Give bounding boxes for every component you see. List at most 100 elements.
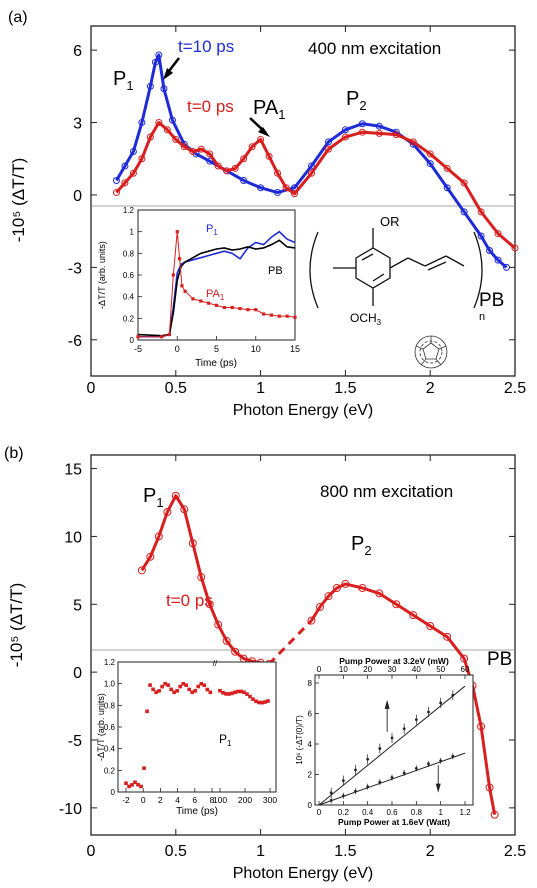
panel-b-left-inset-ytick-label: 0.4 [104, 745, 116, 754]
panel-b-left-inset-data-point [233, 690, 237, 695]
panel-b-left-inset-ytick-label: 1.2 [104, 658, 116, 667]
panel-b-xtick-label: 1.5 [334, 843, 356, 860]
panel-b-xtick-label: 0.5 [165, 843, 187, 860]
panel-b-right-inset-bottom-xtick-label: 0.4 [362, 808, 374, 817]
panel-b-data-point [443, 632, 452, 641]
panel-b-left-inset-ytick-label: 0 [111, 788, 116, 797]
panel-a-label: (a) [8, 9, 28, 26]
panel-a-pa1-arrowhead [258, 127, 270, 137]
panel-a-inset-ytick-label: 1.2 [123, 206, 135, 215]
panel-a-ytick-label: -6 [68, 333, 82, 350]
panel-b-right-inset-data-point [402, 727, 406, 731]
panel-a-ytick-label: 3 [73, 116, 82, 133]
panel-b-left-inset-ylabel: -ΔT/T (arb. units) [96, 693, 106, 761]
panel-b-left-inset-data-point [208, 690, 213, 695]
panel-b-data-point [324, 592, 333, 601]
panel-b-data-point [375, 589, 384, 598]
panel-a-data-point [257, 135, 265, 143]
panel-a-data-point [146, 133, 154, 141]
panel-b-right-inset-data-point [451, 693, 455, 697]
panel-b-left-inset-data-point [163, 681, 167, 686]
panel-b-data-point [341, 579, 350, 588]
panel-a-pb-label: PB [479, 290, 504, 311]
panel-a-inset-data-point [230, 305, 234, 310]
panel-b-right-inset-up-arrowhead [384, 699, 390, 709]
panel-b-left-inset-data-point [127, 784, 131, 789]
panel-b-left-inset-data-point [175, 689, 179, 693]
panel-a-data-point [460, 208, 468, 216]
panel-b-right-inset-ytick-label: 8 [308, 679, 313, 688]
panel-b-left-inset-xtick-label: 6 [192, 795, 197, 805]
panel-a-data-point [426, 150, 434, 158]
panel-a-inset-data-point [136, 335, 140, 339]
panel-b-right-inset-top-xtick-label: 20 [363, 665, 372, 674]
panel-a-inset-data-point [183, 289, 187, 293]
panel-b-left-inset-xtick-label: 8 [210, 795, 215, 805]
panel-a-data-point [341, 133, 349, 141]
panel-b-left-inset-data-point [145, 709, 149, 714]
panel-b-left-inset-data-point [266, 699, 270, 703]
panel-a-inset-data-point [238, 306, 242, 311]
panel-b-data-point [197, 573, 206, 582]
panel-a-inset-ytick-label: 0.4 [123, 293, 135, 302]
panel-b-right-inset-ytick-label: 0 [308, 801, 313, 810]
panel-b-ytick-label: -10 [59, 801, 82, 818]
panel-b-left-inset-data-point [260, 700, 264, 705]
panel-a-data-point [375, 122, 383, 130]
panel-b-data-point [409, 611, 418, 620]
panel-b-data-point [180, 505, 189, 514]
panel-a-inset-data-point [277, 314, 281, 318]
panel-b-xtick-label: 2.5 [504, 843, 526, 860]
panel-b-series-dashed-gap [268, 619, 313, 666]
panel-a-data-point [138, 119, 146, 127]
panel-a-inset-series-line [138, 231, 296, 338]
panel-b-right-inset-data-point [366, 785, 370, 789]
panel-b-left-inset-data-point [239, 689, 243, 694]
panel-b-right-inset-data-point [341, 794, 345, 798]
panel-b-data-point [163, 508, 172, 516]
panel-b-left-inset-data-point [154, 690, 158, 695]
panel-b-right-inset-data-point [341, 779, 345, 782]
panel-a-inset-p1-label: P1 [206, 223, 218, 237]
panel-a-t10-label: t=10 ps [178, 37, 234, 56]
panel-b-left-inset-ytick-label: 0.8 [104, 701, 116, 710]
panel-a-data-point [307, 169, 315, 177]
panel-b-left-inset-axis-break: // [213, 659, 218, 668]
panel-a-inset-data-point [269, 313, 274, 317]
panel-b-left-inset-data-point [172, 690, 176, 695]
panel-b-p1-label: P1 [143, 485, 164, 510]
panel-a-data-point [163, 126, 171, 134]
panel-b-right-inset-top-xtick-label: 0 [317, 665, 322, 674]
panel-a-data-point [282, 184, 290, 192]
panel-a-inset-ytick-label: 0 [130, 336, 135, 345]
panel-b-left-inset-xlabel: Time (ps) [176, 806, 218, 817]
panel-b-right-inset-bottom-xtick-label: 0 [317, 808, 322, 817]
panel-a-data-point [358, 120, 366, 128]
panel-a-series [112, 51, 519, 271]
panel-a-data-point [155, 51, 163, 59]
panel-b-left-inset-data-point [157, 689, 161, 693]
panel-a-data-point [172, 135, 180, 143]
panel-b-ylabel: -10⁵ (ΔT/T) [7, 583, 26, 668]
panel-b-data-point [392, 600, 401, 609]
panel-a-annotation: 400 nm excitation [308, 39, 441, 58]
panel-a-inset-ylabel: -ΔT/T (arb. units) [97, 241, 107, 309]
panel-a-inset-data-point [199, 299, 203, 303]
panel-b-data-point [146, 552, 155, 561]
panel-b-pb-label: PB [487, 649, 512, 670]
panel-b-right-inset-data-point [427, 710, 430, 714]
panel-b-left-inset-xtick-label: 200 [238, 795, 252, 805]
panel-b-data-point [307, 616, 316, 625]
panel-b-data-point [358, 584, 367, 592]
panel-b-left-inset-xtick-label: 300 [263, 795, 277, 805]
panel-a-data-point [112, 176, 120, 184]
panel-a-t0-label: t=0 ps [187, 97, 234, 116]
panel-a-data-point [231, 164, 239, 172]
panel-a-data-point [460, 179, 468, 187]
panel-b-left-inset-data-point [139, 784, 143, 789]
panel-b-xlabel: Photon Energy (eV) [233, 865, 374, 882]
panel-a-inset-ytick-label: 1 [130, 228, 135, 237]
panel-b-left-inset-ytick-label: 1.0 [104, 680, 116, 689]
